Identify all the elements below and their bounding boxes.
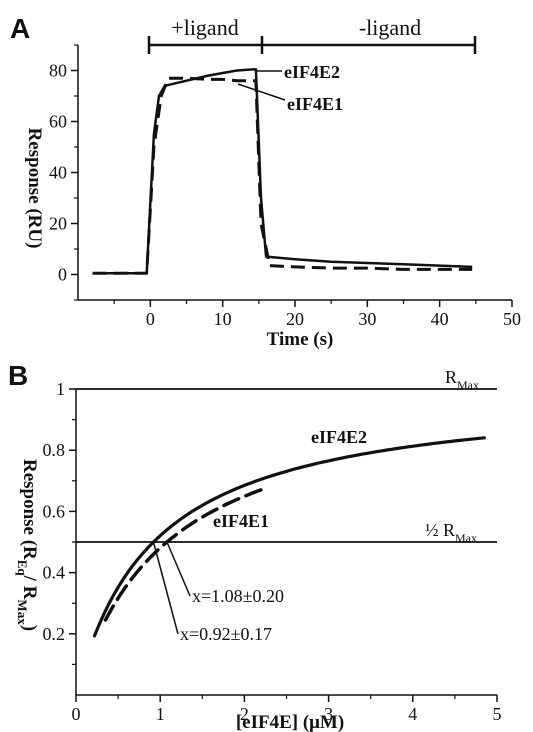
annotation-leader [166, 541, 191, 597]
panel-b-annotations: x=1.08±0.20 x=0.92±0.17 [152, 541, 284, 644]
panel-b: B 0.2 0.4 0.6 0.8 1 0 1 2 3 4 5 RMax ½ RMax [eIF4E… [8, 360, 502, 732]
y-tick-label: 1 [56, 379, 65, 399]
panel-b-y-label-main: Response (R [19, 459, 40, 560]
fit-curve-eif4e1 [103, 488, 263, 622]
phase-label-minus-ligand: -ligand [359, 15, 421, 40]
y-tick-label: 0.4 [43, 563, 66, 583]
fit-curve-eif4e2 [92, 436, 486, 638]
annotation-leader [152, 541, 179, 635]
annotation-label: x=0.92±0.17 [180, 624, 272, 644]
panel-a-letter: A [10, 13, 30, 44]
x-tick-label: 20 [286, 309, 304, 329]
y-tick-label: 60 [49, 112, 67, 132]
panel-b-y-ticks: 0.2 0.4 0.6 0.8 1 [43, 379, 76, 666]
panel-a-y-label: Response (RU) [24, 128, 45, 249]
y-tick-label: 0 [58, 265, 67, 285]
phase-bars: +ligand -ligand [147, 15, 477, 54]
series-label-eif4e1-a: eIF4E1 [287, 94, 343, 114]
panel-b-reference-lines: RMax ½ RMax [76, 367, 497, 545]
x-tick-label: 10 [214, 309, 232, 329]
panel-b-letter: B [8, 360, 28, 391]
x-tick-label: 4 [408, 704, 417, 724]
label-leader-eif4e1-a [237, 83, 286, 101]
annotation-label: x=1.08±0.20 [192, 586, 284, 606]
series-line-eif4e1 [92, 76, 473, 275]
series-label-eif4e2-b: eIF4E2 [311, 427, 367, 447]
x-tick-label: 30 [358, 309, 376, 329]
panel-b-y-label-sub2: Max [15, 599, 30, 625]
panel-b-y-label: Response (REq/ RMax) [15, 459, 40, 631]
series-label-eif4e1-b: eIF4E1 [213, 511, 269, 531]
panel-b-x-ticks: 0 1 2 3 4 5 [72, 695, 502, 724]
panel-a-x-label: Time (s) [267, 329, 334, 350]
x-tick-label: 0 [72, 704, 81, 724]
x-tick-label: 1 [156, 704, 165, 724]
x-tick-label: 3 [324, 704, 333, 724]
x-tick-label: 2 [240, 704, 249, 724]
panel-b-x-label: [eIF4E] (μM) [236, 712, 344, 732]
series-label-eif4e2-a: eIF4E2 [284, 62, 340, 82]
x-tick-label: 40 [431, 309, 449, 329]
panel-b-y-label-mid: / R [19, 575, 40, 600]
y-tick-label: 0.6 [43, 501, 66, 521]
reference-label-half-rmax: ½ RMax [425, 520, 477, 545]
x-tick-label: 0 [146, 309, 155, 329]
panel-a-y-ticks: 0 20 40 60 80 [49, 44, 78, 301]
y-tick-label: 80 [49, 61, 67, 81]
panel-a-x-ticks: 0 10 20 30 40 50 [113, 300, 521, 329]
panel-b-y-label-sub1: Eq [15, 560, 30, 577]
reference-label-rmax: RMax [445, 367, 479, 392]
x-tick-label: 5 [493, 704, 502, 724]
phase-label-plus-ligand: +ligand [171, 15, 238, 40]
y-tick-label: 40 [49, 163, 67, 183]
series-line-eif4e2 [92, 67, 473, 275]
panel-b-y-label-end: ) [19, 625, 40, 631]
panel-b-series [92, 436, 486, 638]
y-tick-label: 0.2 [43, 624, 66, 644]
y-tick-label: 0.8 [43, 440, 66, 460]
panel-a-series [92, 67, 473, 275]
x-tick-label: 50 [503, 309, 521, 329]
y-tick-label: 20 [49, 214, 67, 234]
